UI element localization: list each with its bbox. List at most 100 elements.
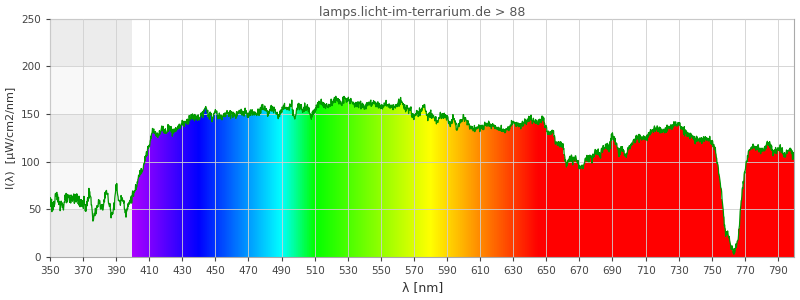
Bar — [471, 19, 472, 257]
Bar — [552, 19, 553, 257]
Bar — [511, 19, 512, 257]
Bar — [608, 19, 609, 145]
Bar — [595, 19, 596, 257]
Bar — [345, 19, 346, 257]
Bar — [275, 19, 276, 257]
Bar — [468, 19, 469, 122]
Bar — [481, 19, 482, 257]
Bar — [269, 19, 270, 111]
Bar — [338, 19, 339, 102]
Bar — [639, 19, 640, 139]
Bar — [163, 19, 164, 257]
Bar — [314, 19, 315, 257]
Bar — [234, 19, 235, 114]
Bar — [408, 19, 410, 109]
Bar — [343, 19, 344, 96]
Bar — [328, 19, 329, 257]
Bar — [557, 19, 558, 142]
Bar — [635, 19, 636, 257]
Bar — [432, 19, 433, 257]
Bar — [313, 19, 314, 110]
Bar — [463, 19, 464, 257]
Bar — [270, 19, 271, 106]
Bar — [334, 19, 335, 257]
Bar — [497, 19, 498, 129]
Bar — [604, 19, 605, 257]
Bar — [427, 19, 428, 257]
Bar — [497, 19, 498, 257]
Bar — [662, 19, 663, 131]
Bar — [388, 19, 389, 257]
Bar — [395, 19, 396, 107]
Bar — [50, 114, 794, 161]
Bar — [452, 19, 453, 120]
Bar — [329, 19, 330, 257]
Bar — [648, 19, 649, 257]
Bar — [633, 19, 634, 257]
Bar — [336, 19, 337, 257]
Bar — [347, 19, 348, 257]
Bar — [448, 19, 449, 257]
Bar — [145, 19, 146, 160]
Bar — [385, 19, 386, 257]
Bar — [272, 19, 273, 257]
Bar — [625, 19, 626, 257]
Bar — [665, 19, 666, 257]
Bar — [458, 19, 459, 257]
Bar — [358, 19, 359, 104]
Bar — [378, 19, 379, 106]
Bar — [521, 19, 522, 129]
Bar — [134, 19, 135, 257]
Bar — [373, 19, 374, 104]
Bar — [211, 19, 212, 122]
Bar — [410, 19, 411, 257]
Bar — [329, 19, 330, 106]
Bar — [239, 19, 241, 257]
Bar — [188, 19, 189, 257]
Bar — [301, 19, 302, 257]
Bar — [258, 19, 259, 114]
Bar — [292, 19, 293, 116]
Bar — [674, 19, 675, 126]
Bar — [166, 19, 167, 257]
Bar — [249, 19, 250, 257]
Bar — [433, 19, 434, 116]
Bar — [287, 19, 288, 257]
Bar — [285, 19, 286, 108]
Bar — [538, 19, 539, 124]
Bar — [289, 19, 290, 110]
Bar — [174, 19, 175, 257]
Bar — [407, 19, 408, 257]
Bar — [625, 19, 626, 154]
Bar — [615, 19, 616, 257]
Bar — [647, 19, 648, 134]
Bar — [304, 19, 305, 110]
Bar — [487, 19, 488, 257]
Bar — [670, 19, 671, 125]
Bar — [221, 19, 222, 257]
Bar — [591, 19, 592, 257]
Bar — [155, 19, 156, 136]
Bar — [169, 19, 170, 257]
Bar — [460, 19, 461, 257]
Bar — [347, 19, 348, 100]
Bar — [445, 19, 446, 116]
Bar — [674, 19, 675, 257]
Bar — [177, 19, 178, 128]
Bar — [169, 19, 170, 128]
Bar — [284, 19, 285, 103]
Bar — [183, 19, 184, 121]
Bar — [147, 19, 148, 257]
Bar — [669, 19, 670, 257]
Bar — [477, 19, 478, 257]
Bar — [316, 19, 317, 106]
Bar — [413, 19, 414, 257]
Bar — [225, 19, 226, 113]
Bar — [539, 19, 540, 119]
Bar — [244, 19, 245, 257]
Bar — [437, 19, 438, 122]
Bar — [266, 19, 267, 257]
Bar — [587, 19, 588, 159]
Bar — [367, 19, 368, 257]
Bar — [578, 19, 579, 169]
